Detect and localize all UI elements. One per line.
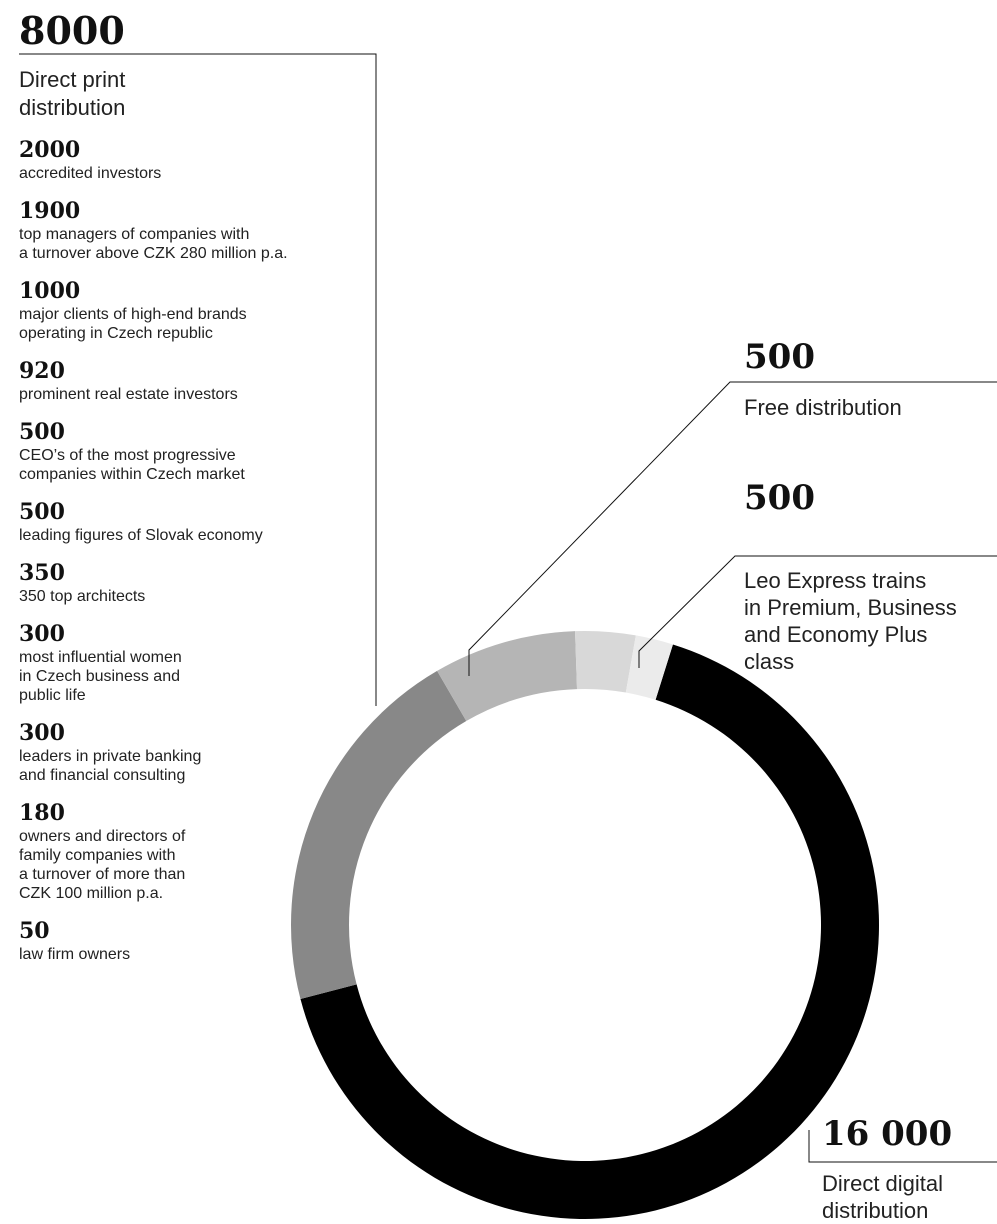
print-item-desc: leading figures of Slovak economy bbox=[19, 527, 263, 544]
print-item-value: 2000 bbox=[19, 137, 81, 163]
print-item: 500 CEO’s of the most progressive compani… bbox=[19, 418, 379, 484]
print-item: 180 owners and directors of family compan… bbox=[19, 799, 379, 903]
direct-digital-label: Direct digital distribution bbox=[822, 1171, 944, 1223]
print-item-desc: top managers of companies with a turnove… bbox=[19, 226, 288, 262]
print-item-desc: law firm owners bbox=[19, 946, 131, 963]
direct-print-items: 2000 accredited investors 1900 top managers… bbox=[19, 136, 379, 964]
print-item: 2000 accredited investors bbox=[19, 136, 379, 183]
print-item-value: 50 bbox=[19, 918, 50, 944]
print-item-desc: most influential women in Czech business… bbox=[19, 649, 182, 704]
print-item-value: 500 bbox=[19, 499, 65, 525]
direct-print-label: Direct print distribution bbox=[19, 67, 126, 120]
print-item: 1900 top managers of companies with a tur… bbox=[19, 197, 379, 263]
print-item-desc: leaders in private banking and financial… bbox=[19, 748, 202, 784]
digital-leader-line bbox=[808, 1130, 997, 1163]
donut-slice-1 bbox=[291, 670, 467, 1000]
leo-express-value: 500 bbox=[744, 478, 815, 518]
print-item: 1000 major clients of high-end brands ope… bbox=[19, 277, 379, 343]
print-item: 920 prominent real estate investors bbox=[19, 357, 379, 404]
print-item-value: 350 bbox=[19, 560, 65, 586]
print-item-value: 1900 bbox=[19, 198, 81, 224]
print-item-value: 180 bbox=[19, 800, 65, 826]
donut-slice-4 bbox=[625, 635, 673, 700]
print-item: 500 leading figures of Slovak economy bbox=[19, 498, 379, 545]
print-item-desc: accredited investors bbox=[19, 165, 162, 182]
print-leader-line bbox=[19, 53, 377, 706]
leo-express-label: Leo Express trains in Premium, Business … bbox=[744, 568, 957, 674]
print-item-value: 920 bbox=[19, 358, 65, 384]
print-item-value: 300 bbox=[19, 621, 65, 647]
leo-leader-line bbox=[638, 555, 997, 668]
print-item-value: 500 bbox=[19, 419, 65, 445]
print-item-value: 300 bbox=[19, 720, 65, 746]
print-item-desc: owners and directors of family companies… bbox=[19, 828, 186, 902]
print-item-desc: prominent real estate investors bbox=[19, 386, 238, 403]
print-item: 50 law firm owners bbox=[19, 917, 379, 964]
print-item: 300 most influential women in Czech busin… bbox=[19, 620, 379, 705]
print-item-desc: CEO’s of the most progressive companies … bbox=[19, 447, 245, 483]
donut-slice-3 bbox=[575, 631, 636, 693]
print-item-desc: 350 top architects bbox=[19, 588, 146, 605]
free-leader-line bbox=[468, 381, 997, 676]
donut-slice-2 bbox=[437, 631, 578, 722]
direct-print-total: 8000 bbox=[19, 8, 125, 53]
direct-print-block: 8000 Direct print distribution 2000 accre… bbox=[19, 8, 379, 964]
free-distribution-label: Free distribution bbox=[744, 395, 902, 420]
donut-slices bbox=[291, 631, 880, 1219]
print-item-desc: major clients of high-end brands operati… bbox=[19, 306, 247, 342]
print-item: 350 350 top architects bbox=[19, 559, 379, 606]
direct-digital-value: 16 000 bbox=[822, 1114, 953, 1154]
free-distribution-value: 500 bbox=[744, 337, 815, 377]
print-item: 300 leaders in private banking and financ… bbox=[19, 719, 379, 785]
print-item-value: 1000 bbox=[19, 278, 81, 304]
